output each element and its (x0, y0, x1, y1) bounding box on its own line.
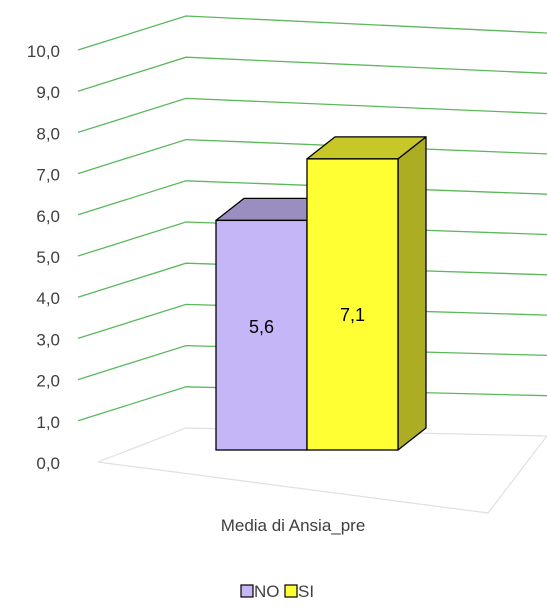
bars (215, 136, 427, 451)
gridline (77, 180, 547, 216)
y-tick-label: 3,0 (36, 330, 60, 349)
data-label-si: 7,1 (340, 305, 365, 325)
category-labels: Media di Ansia_pre (221, 516, 366, 535)
y-tick-label: 0,0 (36, 454, 60, 473)
data-labels: 5,6 7,1 (249, 305, 365, 337)
bar-side-si (397, 136, 427, 451)
gridline (77, 15, 547, 51)
legend-label-no: NO (254, 582, 280, 601)
category-label: Media di Ansia_pre (221, 516, 366, 535)
y-axis-ticks: 0,0 1,0 2,0 3,0 4,0 5,0 6,0 7,0 8,0 9,0 10,0 (27, 42, 60, 473)
y-tick-label: 2,0 (36, 372, 60, 391)
bar-no (215, 219, 308, 451)
y-tick-label: 1,0 (36, 413, 60, 432)
data-label-no: 5,6 (249, 317, 274, 337)
y-tick-label: 8,0 (36, 124, 60, 143)
gridline (77, 262, 547, 298)
legend: NO SI (240, 582, 314, 601)
floor-outline (97, 427, 547, 514)
gridline (77, 221, 547, 257)
gridline (77, 386, 547, 422)
gridline (77, 344, 547, 381)
legend-label-si: SI (298, 582, 314, 601)
gridlines (77, 15, 547, 422)
gridline (77, 303, 547, 340)
y-tick-label: 9,0 (36, 83, 60, 102)
y-tick-label: 6,0 (36, 207, 60, 226)
legend-swatch-no (240, 584, 254, 598)
y-tick-label: 5,0 (36, 248, 60, 267)
y-tick-label: 7,0 (36, 166, 60, 185)
gridline (77, 97, 547, 134)
legend-swatch-si (284, 584, 298, 598)
chart-floor (97, 427, 547, 514)
gridline (77, 56, 547, 92)
bar-si (306, 158, 399, 451)
y-tick-label: 10,0 (27, 42, 60, 61)
gridline (77, 138, 547, 175)
y-tick-label: 4,0 (36, 289, 60, 308)
